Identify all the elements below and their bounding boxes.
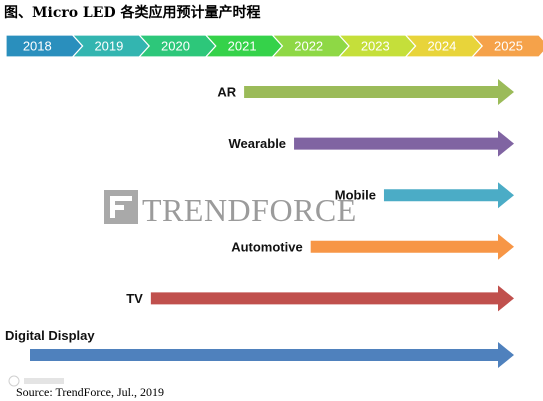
- year-label-2024: 2024: [427, 39, 456, 54]
- label-ar: AR: [217, 85, 236, 100]
- year-segment-2025: [470, 34, 543, 58]
- label-wearable: Wearable: [228, 136, 286, 151]
- year-label-2021: 2021: [228, 39, 257, 54]
- year-label-2019: 2019: [94, 39, 123, 54]
- year-label-2022: 2022: [294, 39, 323, 54]
- watermark-text: TRENDFORCE: [142, 192, 357, 228]
- arrow-wearable: [294, 130, 514, 157]
- arrow-automotive: [310, 233, 514, 260]
- year-label-2020: 2020: [161, 39, 190, 54]
- year-label-2025: 2025: [494, 39, 523, 54]
- arrow-ar: [244, 79, 514, 105]
- application-arrows: AR Wearable Mobile Automotive TV Digital Disp…: [5, 79, 515, 368]
- year-label-2018: 2018: [23, 39, 52, 54]
- label-mobile: Mobile: [335, 188, 376, 203]
- arrow-tv: [150, 285, 515, 312]
- chart-title: 图、Micro LED 各类应用预计量产时程: [4, 4, 260, 21]
- trendforce-watermark: TRENDFORCE: [104, 190, 357, 228]
- source-note: Source: TrendForce, Jul., 2019: [16, 385, 164, 399]
- label-tv: TV: [126, 291, 143, 306]
- year-band: 2018 2019 2020 2021 2022 2023 2024 2025: [5, 34, 543, 58]
- year-label-2023: 2023: [361, 39, 390, 54]
- arrow-digital-display: [30, 342, 514, 368]
- arrow-mobile: [383, 182, 514, 209]
- label-automotive: Automotive: [231, 239, 303, 254]
- trendforce-logo-icon: [104, 190, 138, 224]
- label-digital-display: Digital Display: [5, 328, 95, 343]
- corner-watermark-icon: [8, 375, 64, 387]
